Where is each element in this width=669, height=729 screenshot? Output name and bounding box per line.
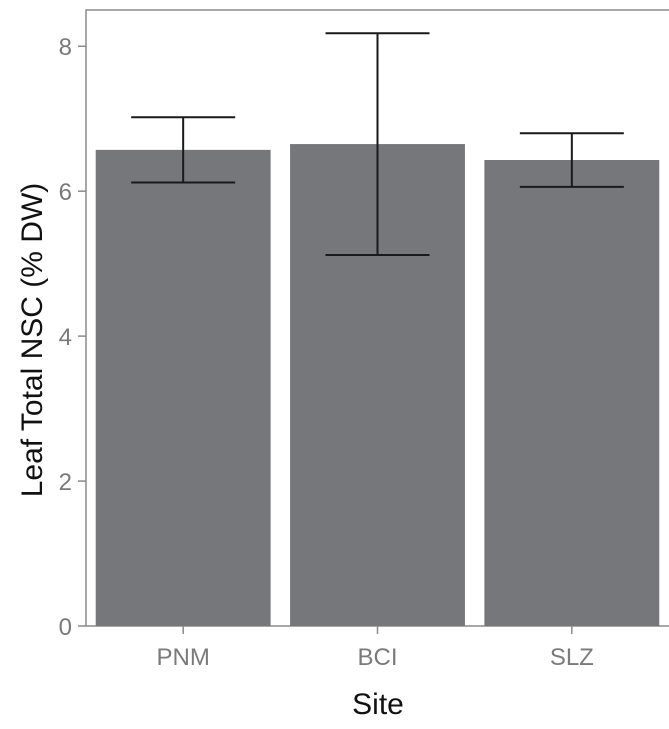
bar-pnm (95, 149, 271, 627)
x-tick-label-pnm: PNM (156, 644, 209, 671)
x-tick-label-slz: SLZ (550, 644, 594, 671)
y-tick-label: 8 (59, 34, 72, 61)
y-tick-label: 4 (59, 324, 72, 351)
bar-slz (484, 160, 660, 627)
plot-area: PNM BCI SLZ 0 2 4 6 8 (59, 9, 669, 671)
y-tick-label: 0 (59, 614, 72, 641)
x-axis-title: Site (352, 688, 404, 721)
y-tick-label: 2 (59, 469, 72, 496)
y-tick-label: 6 (59, 179, 72, 206)
y-axis-title: Leaf Total NSC (% DW) (16, 183, 49, 498)
x-tick-label-bci: BCI (357, 644, 397, 671)
